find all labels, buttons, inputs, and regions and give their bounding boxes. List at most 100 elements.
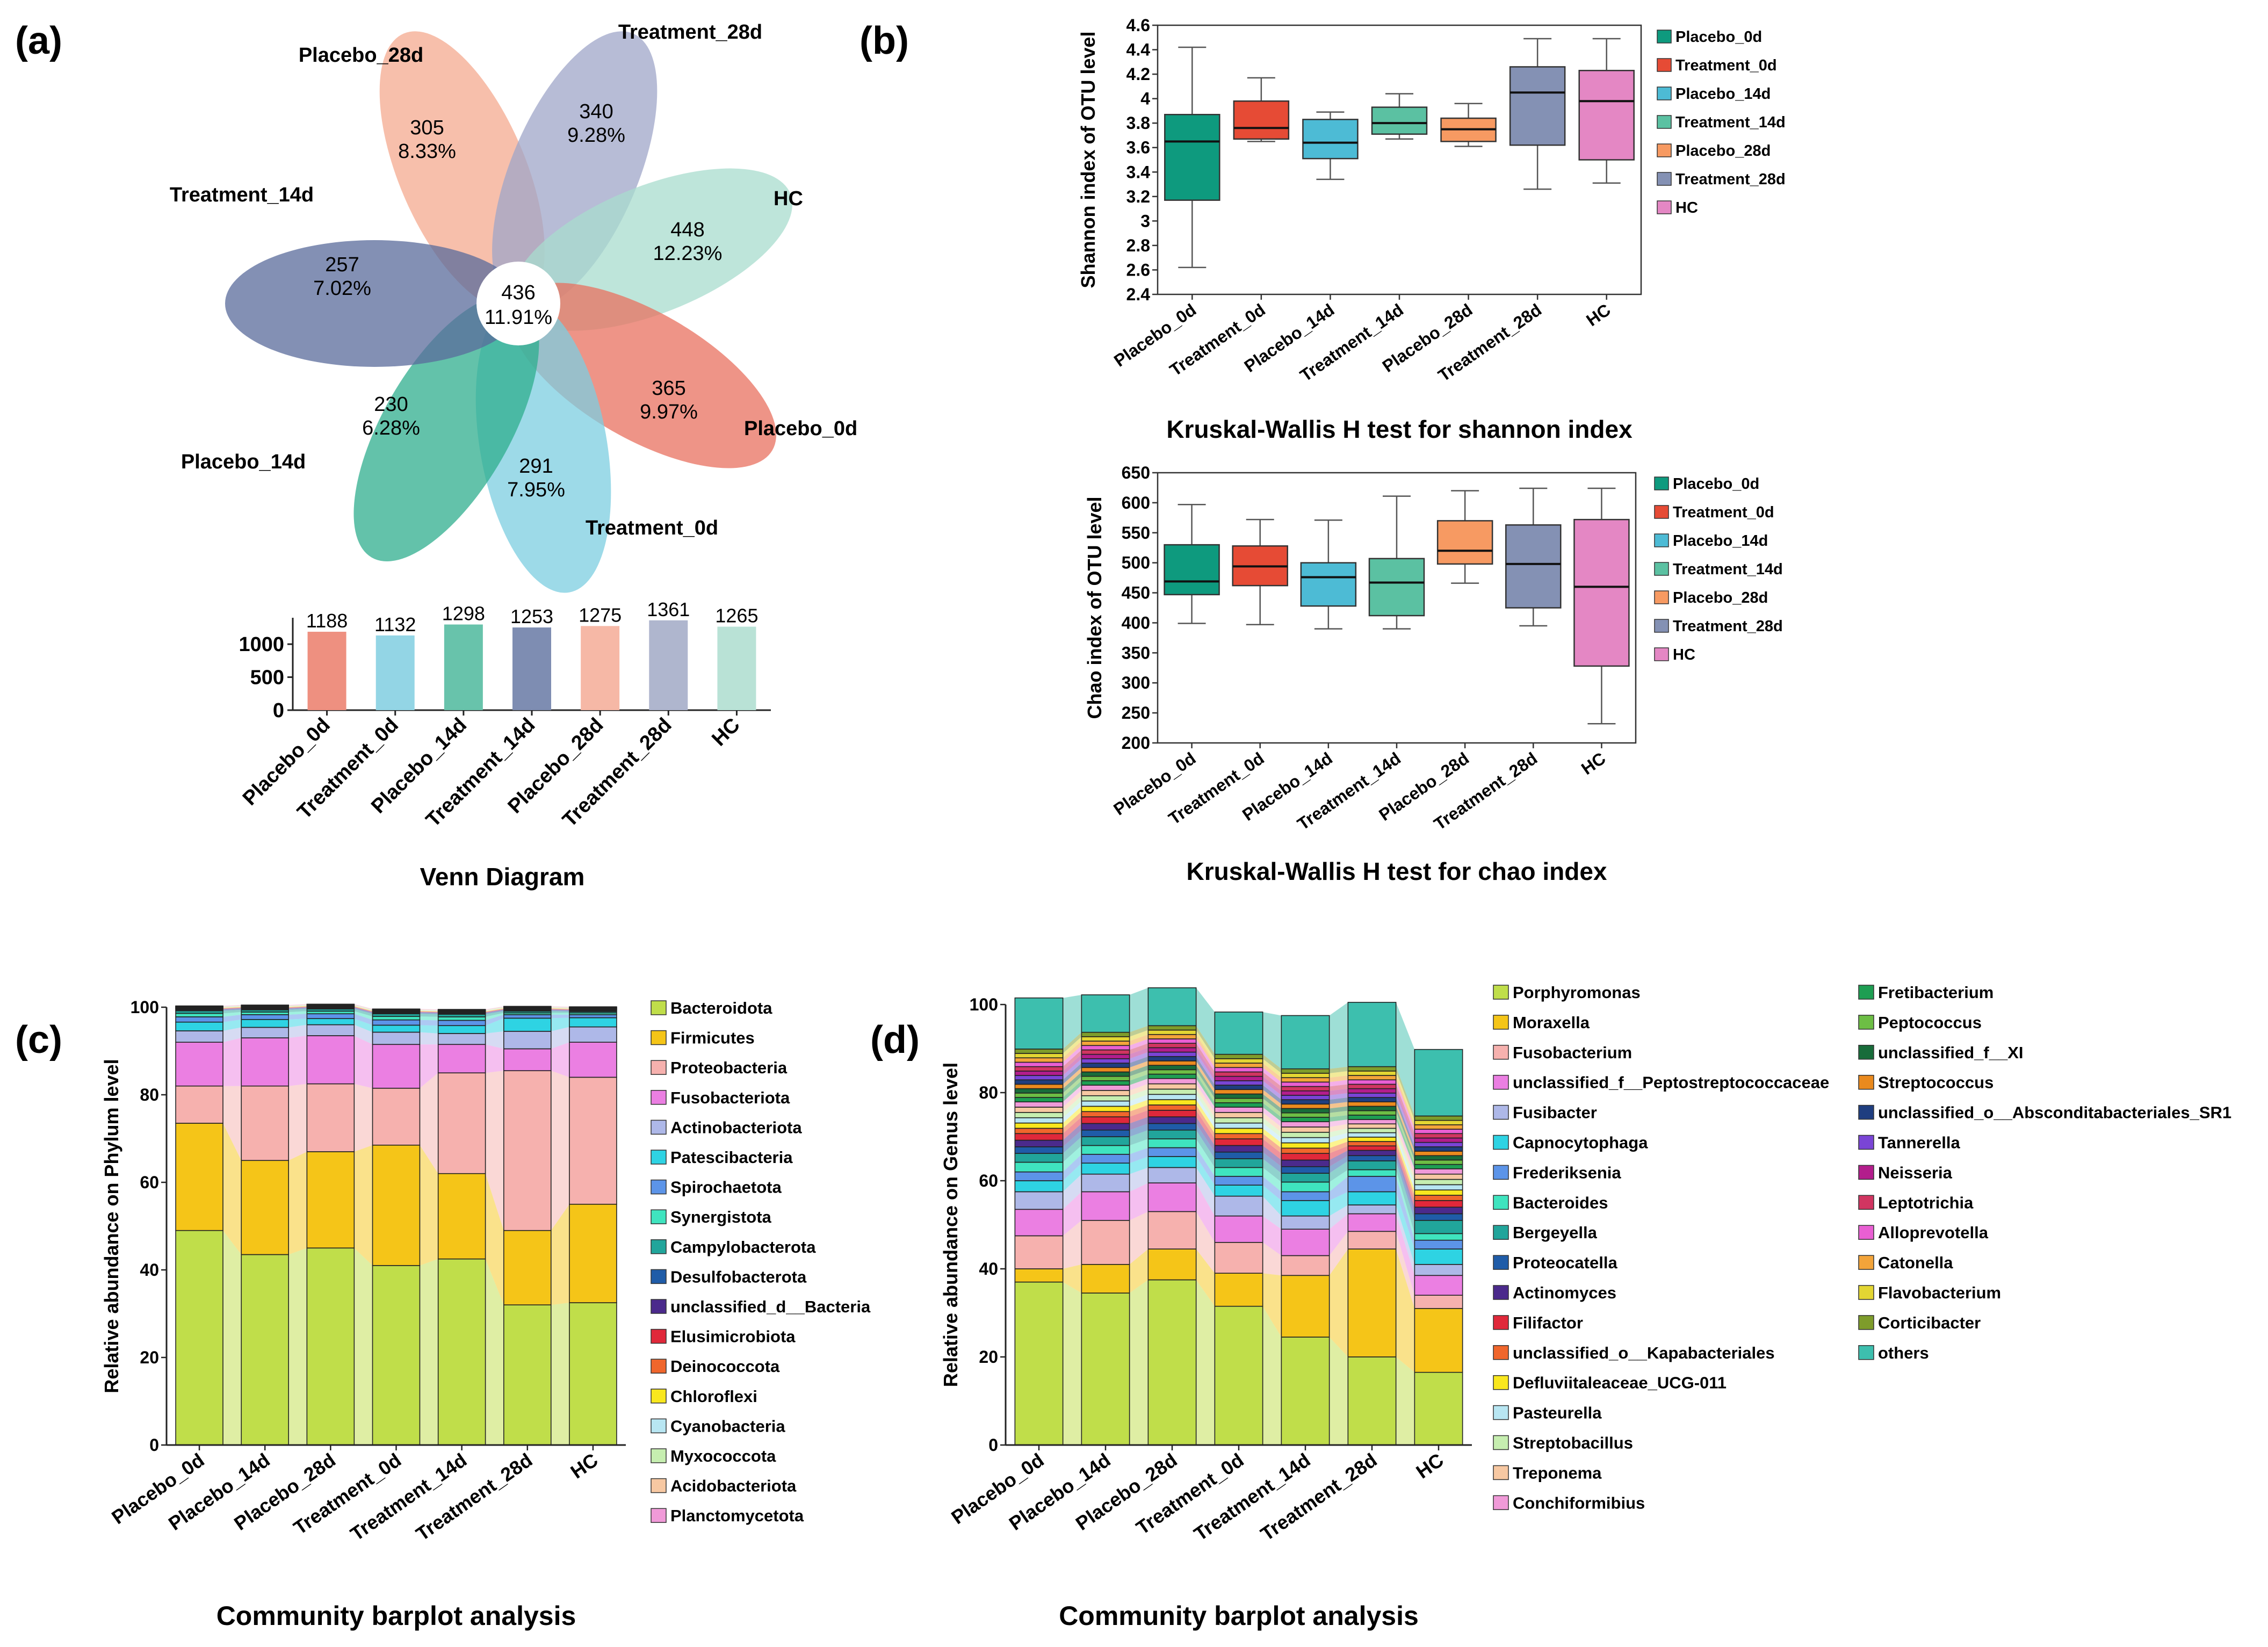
box-treatment-28d: [1509, 66, 1566, 146]
stack-segment-actinomyces: [1081, 1123, 1130, 1131]
stack-connector: [354, 1248, 373, 1445]
legend-label: Desulfobacterota: [670, 1267, 807, 1286]
legend-swatch: [1858, 1074, 1874, 1090]
stack-segment-fusibacter: [1014, 1191, 1064, 1210]
legend-label: Placebo_28d: [1673, 589, 1768, 606]
stack-connector: [1396, 1137, 1415, 1196]
stack-segment-proteocatella: [1214, 1151, 1263, 1159]
legend-swatch: [651, 1150, 667, 1165]
stack-segment-firmicutes: [437, 1173, 486, 1260]
stack-connector: [1063, 1058, 1082, 1080]
stack-connector: [1196, 1139, 1215, 1176]
stack-connector: [1262, 1094, 1282, 1113]
stack-connector: [485, 1011, 504, 1017]
legend-label: Treatment_28d: [1673, 618, 1783, 635]
box-treatment-14d: [1368, 558, 1425, 617]
stack-connector: [1196, 1117, 1215, 1152]
stack-segment-patescibacteria: [175, 1021, 223, 1031]
stack-segment-actinobacteriota: [241, 1027, 289, 1038]
stack-segment-peptococcus: [1081, 1075, 1130, 1081]
stack-connector: [1329, 1146, 1348, 1160]
stack-connector: [1329, 1066, 1348, 1073]
stack-connector: [1129, 1048, 1149, 1059]
stack-segment-flavobacterium: [1147, 1029, 1197, 1035]
venn-core-count: 436: [501, 281, 535, 304]
y-tick-label: 3: [1140, 211, 1150, 230]
stack-connector: [551, 1014, 569, 1018]
legend-swatch: [1493, 1015, 1509, 1030]
stack-connector: [1396, 1150, 1415, 1214]
stack-connector: [551, 1071, 569, 1231]
legend-swatch: [1493, 1315, 1509, 1330]
stack-connector: [223, 1007, 242, 1009]
stack-connector: [1196, 1167, 1215, 1216]
stack-connector: [1396, 1075, 1415, 1130]
stack-segment-tannerella: [1414, 1142, 1463, 1147]
stack-segment-streptobacillus: [1014, 1112, 1064, 1118]
stack-segment-planctomycetota: [306, 1003, 355, 1005]
stack-segment-fretibacterium: [1081, 1080, 1130, 1086]
stack-segment-unclassified-o-kapabacteriales: [1014, 1128, 1064, 1135]
stack-connector: [1396, 1115, 1415, 1169]
stack-segment-fusibacter: [1281, 1215, 1330, 1230]
y-tick-label: 650: [1122, 463, 1150, 482]
stack-connector: [485, 1031, 504, 1049]
stack-connector: [288, 1008, 307, 1010]
stack-connector: [1196, 1038, 1215, 1072]
stack-segment-bacteroides: [1214, 1167, 1263, 1177]
stack-connector: [354, 1018, 373, 1032]
stack-connector: [485, 1007, 504, 1010]
venn-petal-pct: 6.28%: [362, 417, 420, 439]
stack-segment-proteocatella: [1347, 1155, 1397, 1161]
legend-swatch: [651, 1030, 667, 1045]
x-tick-label: HC: [1583, 300, 1614, 330]
stack-segment-planctomycetota: [175, 1005, 223, 1007]
stack-segment-moraxella: [1281, 1275, 1330, 1338]
stack-segment-spirochaetota: [569, 1014, 617, 1018]
stack-connector: [1329, 1155, 1348, 1174]
stack-segment-fusobacteriota: [437, 1044, 486, 1074]
stack-connector: [1262, 1012, 1282, 1069]
legend-label: Conchiformibius: [1513, 1493, 1645, 1512]
venn-petal-treatment-14d: [225, 240, 524, 367]
stack-connector: [1329, 1249, 1348, 1357]
stack-connector: [1196, 1156, 1215, 1196]
stack-segment-flavobacterium: [1014, 1053, 1064, 1059]
stack-segment-actinobacteriota: [372, 1031, 421, 1045]
stack-segment-unclassified-f-xi: [1281, 1108, 1330, 1114]
stack-segment-peptococcus: [1214, 1097, 1263, 1103]
venn-group-label: Placebo_14d: [181, 451, 306, 473]
stack-segment-bacteroidota: [503, 1304, 552, 1446]
stack-segment-treponema: [1081, 1090, 1130, 1096]
stack-segment-fusobacteriota: [241, 1037, 289, 1087]
stack-segment-unclassified-o-kapabacteriales: [1214, 1133, 1263, 1139]
stack-connector: [288, 1083, 307, 1161]
legend-label: Myxococcota: [670, 1447, 776, 1465]
box-placebo-14d: [1302, 119, 1359, 160]
stack-connector: [354, 1004, 373, 1010]
stack-connector: [1196, 1089, 1215, 1123]
stack-segment-porphyromonas: [1347, 1356, 1397, 1446]
stack-connector: [1129, 1074, 1149, 1086]
stack-segment-bacteroides: [1414, 1233, 1463, 1241]
stack-connector: [1329, 1213, 1348, 1256]
stack-connector: [551, 1013, 569, 1015]
stack-segment-others: [1347, 1002, 1397, 1067]
chart-title: Community barplot analysis: [216, 1601, 576, 1631]
stack-segment-actinobacteriota: [175, 1030, 223, 1043]
legend-swatch: [1657, 115, 1672, 129]
stack-segment-streptobacillus: [1214, 1117, 1263, 1124]
legend-label: Actinobacteriota: [670, 1118, 802, 1137]
stack-connector: [1063, 1080, 1082, 1102]
stack-segment-fusobacterium: [1414, 1295, 1463, 1309]
stack-connector: [1329, 1128, 1348, 1138]
stack-segment-treponema: [1147, 1083, 1197, 1090]
stack-connector: [354, 1006, 373, 1012]
stack-segment-peptococcus: [1281, 1112, 1330, 1118]
stack-connector: [223, 1086, 242, 1161]
stack-connector: [1196, 1052, 1215, 1086]
legend-label: Placebo_14d: [1673, 532, 1768, 550]
stack-connector: [1329, 1176, 1348, 1201]
stack-connector: [420, 1009, 438, 1010]
stack-connector: [420, 1012, 438, 1013]
